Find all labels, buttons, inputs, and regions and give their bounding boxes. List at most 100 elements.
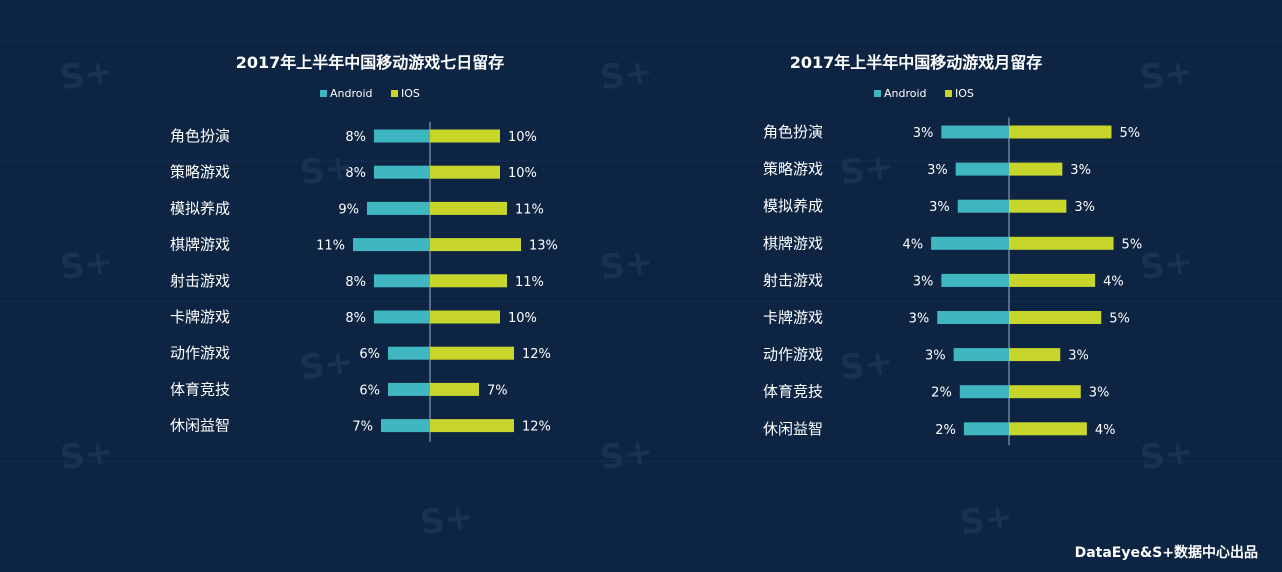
bar-android bbox=[963, 422, 1009, 436]
category-label: 体育竞技 bbox=[170, 380, 230, 398]
data-label-ios: 10% bbox=[508, 166, 537, 181]
watermark-logo: S+ bbox=[1137, 51, 1196, 99]
bar-ios bbox=[430, 346, 514, 360]
background-wave bbox=[0, 300, 1282, 302]
bar-ios bbox=[430, 274, 507, 288]
data-label-ios: 10% bbox=[508, 130, 537, 145]
category-label: 棋牌游戏 bbox=[763, 234, 823, 252]
watermark-logo: S+ bbox=[1137, 431, 1196, 479]
bar-ios bbox=[1009, 199, 1067, 213]
watermark-logo: S+ bbox=[417, 496, 476, 544]
data-label-ios: 3% bbox=[1068, 349, 1089, 364]
data-label-android: 7% bbox=[352, 420, 373, 435]
category-label: 射击游戏 bbox=[170, 272, 230, 290]
category-label: 模拟养成 bbox=[170, 199, 230, 217]
background-wave bbox=[0, 460, 1282, 462]
data-label-android: 8% bbox=[345, 166, 366, 181]
bar-ios bbox=[430, 419, 514, 433]
watermark-logo: S+ bbox=[57, 431, 116, 479]
data-label-android: 3% bbox=[927, 163, 948, 178]
bar-android bbox=[374, 310, 430, 324]
data-label-android: 8% bbox=[345, 275, 366, 290]
legend-swatch-ios bbox=[391, 90, 398, 97]
data-label-ios: 11% bbox=[515, 275, 544, 290]
bar-android bbox=[937, 311, 1009, 324]
category-label: 休闲益智 bbox=[763, 420, 823, 438]
bar-android bbox=[381, 419, 430, 433]
category-label: 体育竞技 bbox=[763, 383, 823, 401]
data-label-android: 2% bbox=[935, 423, 956, 438]
category-label: 策略游戏 bbox=[763, 160, 823, 178]
data-label-android: 8% bbox=[345, 130, 366, 145]
data-label-android: 3% bbox=[929, 200, 950, 215]
legend-label-ios: IOS bbox=[955, 87, 974, 100]
category-label: 模拟养成 bbox=[763, 197, 823, 215]
bar-ios bbox=[1009, 273, 1096, 287]
bar-ios bbox=[430, 165, 500, 179]
watermark-logo: S+ bbox=[57, 51, 116, 99]
bar-ios bbox=[1009, 311, 1102, 324]
category-label: 动作游戏 bbox=[763, 346, 823, 364]
watermark-logo: S+ bbox=[837, 146, 896, 194]
bar-ios bbox=[430, 382, 479, 396]
data-label-ios: 10% bbox=[508, 311, 537, 326]
data-label-android: 11% bbox=[316, 239, 345, 254]
bar-android bbox=[367, 201, 430, 215]
category-label: 动作游戏 bbox=[170, 344, 230, 362]
watermark-logo: S+ bbox=[597, 241, 656, 289]
bar-ios bbox=[430, 310, 500, 324]
watermark-logo: S+ bbox=[1137, 241, 1196, 289]
data-source-credit: DataEye&S+数据中心出品 bbox=[1074, 545, 1258, 561]
data-label-android: 3% bbox=[925, 349, 946, 364]
bar-android bbox=[941, 273, 1009, 287]
bar-android bbox=[957, 199, 1009, 213]
background-wave bbox=[0, 160, 1282, 162]
category-label: 射击游戏 bbox=[763, 271, 823, 289]
watermark-logo: S+ bbox=[957, 496, 1016, 544]
data-label-android: 9% bbox=[338, 202, 359, 217]
bar-ios bbox=[1009, 385, 1081, 399]
data-label-android: 3% bbox=[909, 312, 930, 327]
bar-ios bbox=[1009, 348, 1061, 362]
watermark-logo: S+ bbox=[297, 341, 356, 389]
bar-android bbox=[955, 162, 1009, 176]
bar-android bbox=[959, 385, 1009, 399]
bar-ios bbox=[1009, 125, 1112, 139]
chart-title: 2017年上半年中国移动游戏七日留存 bbox=[236, 53, 505, 72]
data-label-ios: 5% bbox=[1109, 312, 1130, 327]
legend-label-android: Android bbox=[330, 87, 373, 100]
bar-android bbox=[353, 238, 430, 252]
bar-android bbox=[941, 125, 1009, 139]
legend-label-android: Android bbox=[884, 87, 927, 100]
data-label-ios: 11% bbox=[515, 202, 544, 217]
category-label: 角色扮演 bbox=[170, 127, 230, 145]
bar-android bbox=[374, 274, 430, 288]
bar-android bbox=[953, 348, 1009, 362]
data-label-ios: 7% bbox=[487, 383, 508, 398]
data-label-android: 3% bbox=[913, 126, 934, 141]
data-label-android: 2% bbox=[931, 386, 952, 401]
data-label-ios: 5% bbox=[1120, 126, 1141, 141]
data-label-ios: 4% bbox=[1095, 423, 1116, 438]
category-label: 角色扮演 bbox=[763, 123, 823, 141]
category-label: 策略游戏 bbox=[170, 163, 230, 181]
legend-swatch-ios bbox=[945, 90, 952, 97]
bar-android bbox=[388, 382, 430, 396]
data-label-ios: 12% bbox=[522, 420, 551, 435]
data-label-ios: 3% bbox=[1089, 386, 1110, 401]
data-label-android: 3% bbox=[913, 274, 934, 289]
bar-ios bbox=[430, 238, 521, 252]
watermark-logo: S+ bbox=[297, 146, 356, 194]
category-label: 棋牌游戏 bbox=[170, 236, 230, 254]
data-label-ios: 12% bbox=[522, 347, 551, 362]
bar-ios bbox=[430, 201, 507, 215]
data-label-ios: 4% bbox=[1103, 274, 1124, 289]
data-label-android: 8% bbox=[345, 311, 366, 326]
bar-android bbox=[374, 165, 430, 179]
watermark-logo: S+ bbox=[57, 241, 116, 289]
data-label-android: 4% bbox=[902, 237, 923, 252]
chart-title: 2017年上半年中国移动游戏月留存 bbox=[790, 53, 1043, 72]
bar-ios bbox=[430, 129, 500, 143]
data-label-android: 6% bbox=[359, 383, 380, 398]
